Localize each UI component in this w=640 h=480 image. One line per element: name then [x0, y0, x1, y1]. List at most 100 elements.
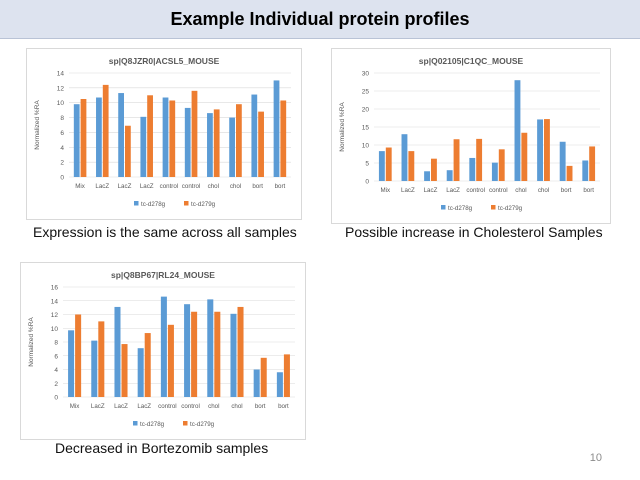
y-tick-label: 0 — [54, 395, 58, 402]
bar-tc-d279g — [453, 139, 460, 181]
bar-tc-d278g — [184, 107, 191, 177]
x-tick-label: Mix — [380, 187, 391, 194]
caption-chart-1: Expression is the same across all sample… — [33, 224, 297, 240]
bar-tc-d278g — [424, 171, 430, 181]
chart-title: sp|Q8JZR0|ACSL5_MOUSE — [109, 56, 220, 66]
bar-tc-d279g — [102, 84, 109, 177]
bar-tc-d278g — [273, 80, 280, 177]
x-tick-label: LacZ — [118, 183, 132, 190]
bar-tc-d279g — [431, 158, 437, 181]
bar-tc-d279g — [144, 333, 151, 397]
bar-tc-d278g — [559, 141, 566, 181]
bar-tc-d278g — [253, 369, 260, 397]
x-tick-label: control — [489, 187, 508, 194]
x-tick-label: LacZ — [140, 183, 154, 190]
bar-tc-d278g — [469, 157, 476, 181]
y-tick-label: 16 — [51, 285, 59, 292]
bar-tc-d278g — [162, 97, 169, 177]
slide-title-bar: Example Individual protein profiles — [0, 0, 640, 39]
y-tick-label: 12 — [51, 312, 59, 319]
x-tick-label: LacZ — [424, 187, 438, 194]
legend-label: tc-d279g — [498, 205, 523, 212]
bar-tc-d278g — [491, 162, 498, 181]
x-tick-label: LacZ — [91, 403, 105, 410]
slide-title: Example Individual protein profiles — [170, 8, 470, 29]
chart-title: sp|Q02105|C1QC_MOUSE — [419, 56, 524, 66]
legend-label: tc-d279g — [191, 201, 216, 208]
bar-tc-d279g — [283, 354, 290, 397]
bar-tc-d278g — [184, 304, 191, 397]
bar-tc-d278g — [207, 299, 214, 397]
bar-tc-d279g — [498, 149, 505, 181]
bar-tc-d279g — [385, 147, 392, 181]
y-tick-label: 15 — [362, 125, 370, 132]
y-tick-label: 10 — [362, 143, 370, 150]
bar-tc-d279g — [80, 99, 87, 177]
bar-tc-d279g — [476, 138, 483, 181]
x-tick-label: Mix — [75, 183, 86, 190]
bar-tc-d279g — [167, 324, 174, 397]
bar-tc-d278g — [207, 113, 213, 177]
bar-tc-d279g — [75, 314, 82, 397]
x-tick-label: control — [466, 187, 485, 194]
x-tick-label: chol — [208, 403, 219, 410]
chart-svg: sp|Q8BP67|RL24_MOUSE Normalized %RA 0 2 4 6 8 1… — [28, 270, 295, 428]
x-tick-label: control — [181, 403, 200, 410]
x-tick-label: control — [160, 183, 179, 190]
bar-tc-d279g — [408, 151, 415, 181]
x-tick-label: Mix — [70, 403, 81, 410]
chart-rl24: sp|Q8BP67|RL24_MOUSE Normalized %RA 0 2 4 6 8 1… — [20, 262, 306, 440]
x-tick-label: chol — [230, 183, 241, 190]
bar-tc-d278g — [514, 80, 521, 181]
bar-tc-d279g — [589, 146, 596, 181]
x-tick-label: bort — [275, 183, 286, 190]
y-tick-label: 6 — [54, 353, 58, 360]
bar-tc-d279g — [544, 119, 550, 181]
chart-acsl5: sp|Q8JZR0|ACSL5_MOUSE Normalized %RA 0 2 4 6 8… — [26, 48, 302, 220]
legend-label: tc-d278g — [141, 201, 166, 208]
bar-tc-d279g — [191, 90, 198, 177]
bar-tc-d278g — [96, 97, 102, 177]
x-tick-label: LacZ — [137, 403, 151, 410]
x-tick-label: LacZ — [95, 183, 109, 190]
bar-tc-d279g — [258, 111, 264, 177]
bar-tc-d278g — [73, 104, 80, 177]
bar-tc-d279g — [214, 311, 221, 397]
x-tick-label: chol — [538, 187, 549, 194]
bar-tc-d279g — [125, 125, 131, 177]
x-tick-label: chol — [515, 187, 526, 194]
bar-tc-d279g — [98, 321, 105, 397]
x-tick-label: bort — [278, 403, 289, 410]
y-tick-label: 4 — [60, 145, 64, 152]
x-tick-label: LacZ — [446, 187, 460, 194]
legend-label: tc-d278g — [140, 421, 165, 428]
bar-tc-d279g — [121, 344, 128, 397]
bar-tc-d278g — [446, 170, 453, 181]
bar-tc-d279g — [236, 104, 242, 177]
legend-label: tc-d279g — [190, 421, 215, 428]
bar-tc-d279g — [213, 109, 220, 177]
bar-tc-d278g — [251, 94, 258, 177]
y-tick-label: 2 — [54, 381, 58, 388]
bar-tc-d279g — [191, 311, 198, 397]
bar-tc-d278g — [160, 296, 167, 397]
y-tick-label: 8 — [54, 340, 58, 347]
x-tick-label: bort — [255, 403, 266, 410]
y-axis-label: Normalized %RA — [28, 317, 35, 367]
chart-c1qc: sp|Q02105|C1QC_MOUSE Normalized %RA 0 5 10 15… — [331, 48, 611, 224]
x-tick-label: bort — [583, 187, 594, 194]
chart-title: sp|Q8BP67|RL24_MOUSE — [111, 270, 215, 280]
y-tick-label: 14 — [51, 298, 59, 305]
bar-tc-d278g — [582, 160, 589, 181]
y-axis-label: Normalized %RA — [34, 100, 41, 150]
x-tick-label: bort — [561, 187, 572, 194]
bar-tc-d279g — [169, 100, 176, 177]
bar-tc-d279g — [237, 306, 244, 397]
y-tick-label: 8 — [60, 115, 64, 122]
y-tick-label: 20 — [362, 107, 370, 114]
y-tick-label: 10 — [51, 326, 59, 333]
legend-swatch — [133, 421, 138, 426]
y-tick-label: 2 — [60, 160, 64, 167]
bar-tc-d278g — [68, 330, 75, 397]
bar-tc-d278g — [140, 116, 147, 177]
